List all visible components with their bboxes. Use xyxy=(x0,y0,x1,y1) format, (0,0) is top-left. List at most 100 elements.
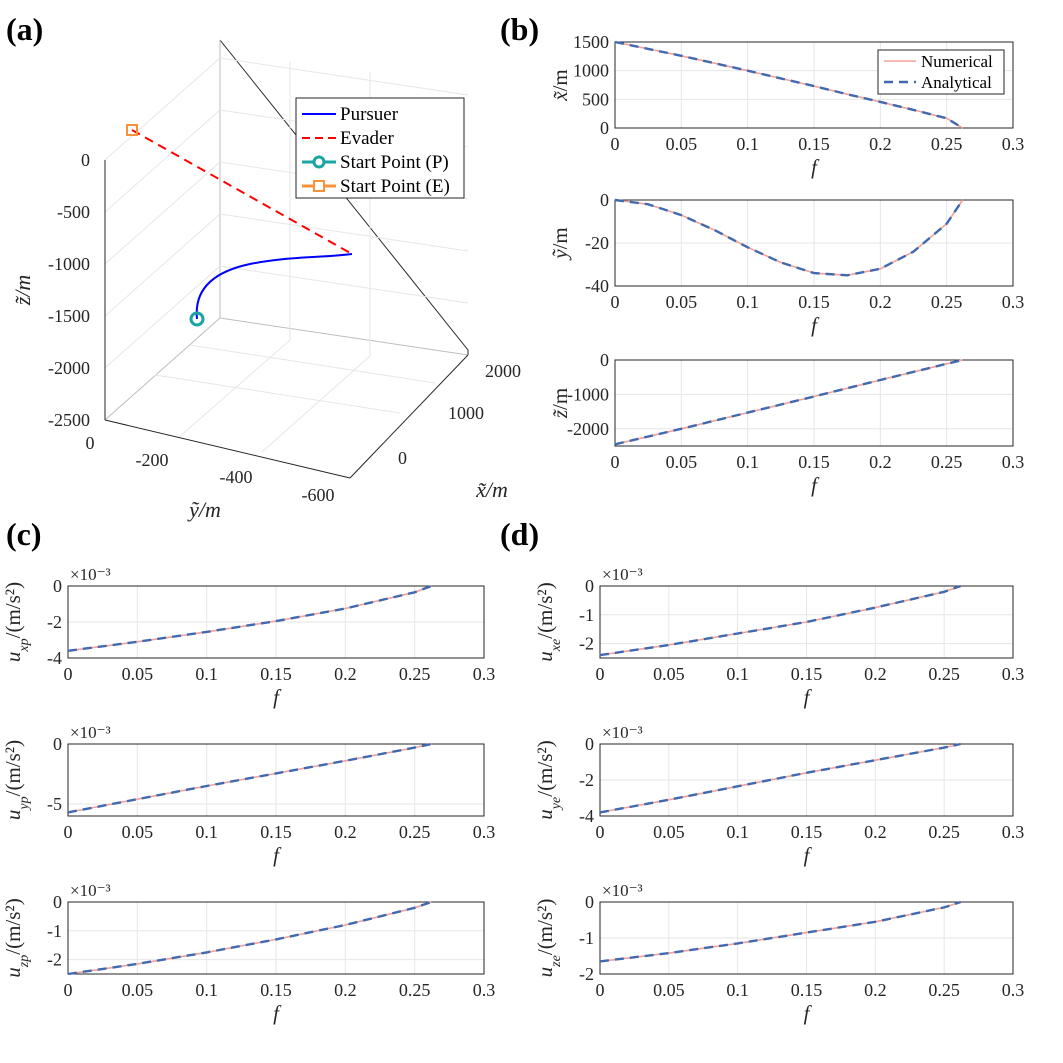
y-axis-label: uxe/(m/s²) xyxy=(533,582,564,661)
y-tick-label: 1000 xyxy=(573,61,609,81)
x-tick-label: 0.2 xyxy=(869,292,892,312)
axes-box xyxy=(599,585,1014,659)
x-tick-label: 0.25 xyxy=(931,452,963,472)
series-numerical-line xyxy=(67,901,432,975)
x-tick-label: 0.1 xyxy=(726,664,749,684)
subplot-c1: 0 0.05 0.1 0.15 0.2 0.25 0.3 -4 -2 0 f uxp/(m/s²) ×1… xyxy=(1,565,495,709)
subplot-c2: 0 0.05 0.1 0.15 0.2 0.25 0.3-50fuyp/(m/s²)×10⁻… xyxy=(1,723,495,867)
panel-label-d: (d) xyxy=(500,516,539,552)
x-tick-label: 0.3 xyxy=(473,980,496,1000)
y-axis-label: uxp/(m/s²) xyxy=(1,582,32,662)
x-tick-2: 0 xyxy=(398,448,407,468)
axis-exponent: ×10⁻³ xyxy=(70,881,111,900)
axes-box xyxy=(599,901,1014,975)
subplot-b1: 0 0.05 0.1 0.15 0.2 0.25 0.3 0 500 1000 1500 f x̃/m N… xyxy=(548,32,1024,179)
y-axis-label: ỹ/m xyxy=(548,227,572,261)
y-tick-label: 0 xyxy=(600,350,609,370)
x-axis-label: f xyxy=(273,1001,282,1025)
x-tick-label: 0.05 xyxy=(666,452,698,472)
evader-trajectory xyxy=(131,129,353,255)
x-axis-label: f xyxy=(804,685,813,709)
legend-evader: Evader xyxy=(340,128,394,149)
axes-box xyxy=(67,743,485,817)
series-analytical-line xyxy=(67,742,432,814)
series-analytical-line xyxy=(614,40,964,130)
series-analytical-line xyxy=(67,900,432,976)
y-tick-label: -2000 xyxy=(567,419,609,439)
axes-box xyxy=(614,41,1014,129)
x-tick-label: 0.3 xyxy=(473,664,496,684)
x-axis-label: f xyxy=(804,843,813,867)
x-tick-label: 0.3 xyxy=(1002,292,1025,312)
x-tick-label: 0.25 xyxy=(931,292,963,312)
x-axis-label: x̃/m xyxy=(475,477,508,502)
legend-3d: Pursuer Evader Start Point (P) Start Poi… xyxy=(295,97,465,199)
series-numerical-line xyxy=(67,585,432,652)
x-tick-label: 0.3 xyxy=(1002,822,1025,842)
y-tick-label: -1 xyxy=(579,605,594,625)
x-tick-label: 0.25 xyxy=(399,822,431,842)
legend-pursuer: Pursuer xyxy=(340,104,399,125)
y-tick-label: -4 xyxy=(579,806,594,826)
subplot-b3: 0 0.05 0.1 0.15 0.2 0.25 0.3 -2000 -1000 0 f z̃/m xyxy=(548,350,1024,497)
pursuer-trajectory xyxy=(195,253,353,320)
y-tick-label: -2 xyxy=(579,634,594,654)
y-tick-label: 0 xyxy=(53,576,62,596)
x-axis-label: f xyxy=(273,843,282,867)
series-analytical-line xyxy=(599,900,962,963)
x-tick-label: 0.25 xyxy=(928,980,960,1000)
series-analytical-line xyxy=(614,358,963,446)
x-tick-label: 0.1 xyxy=(195,664,218,684)
y-tick-3: -600 xyxy=(302,485,335,505)
x-axis-label: f xyxy=(811,313,820,337)
y-tick-label: -1000 xyxy=(567,384,609,404)
x-tick-label: 0.1 xyxy=(726,822,749,842)
y-tick-label: 0 xyxy=(53,892,62,912)
panel-label-c: (c) xyxy=(6,516,42,552)
x-tick-label: 0.15 xyxy=(791,822,823,842)
y-tick-label: 500 xyxy=(582,89,609,109)
axes-box xyxy=(67,585,485,659)
series-analytical-line xyxy=(614,198,964,277)
x-tick-label: 0.25 xyxy=(931,134,963,154)
axis-exponent: ×10⁻³ xyxy=(602,565,643,584)
axis-exponent: ×10⁻³ xyxy=(602,723,643,742)
x-tick-0: 2000 xyxy=(485,361,521,381)
y-tick-label: 0 xyxy=(585,576,594,596)
z-tick-0: 0 xyxy=(81,150,90,170)
axis-exponent: ×10⁻³ xyxy=(70,723,111,742)
x-tick-label: 0 xyxy=(596,980,605,1000)
x-tick-label: 0 xyxy=(611,452,620,472)
series-numerical-line xyxy=(599,901,961,963)
y-tick-label: 0 xyxy=(600,118,609,138)
series-analytical-line xyxy=(599,742,961,814)
y-tick-1: -200 xyxy=(136,450,169,470)
x-tick-label: 0.05 xyxy=(122,980,154,1000)
x-tick-1: 1000 xyxy=(448,403,484,423)
x-tick-label: 0.2 xyxy=(334,980,357,1000)
y-axis-label: uze/(m/s²) xyxy=(533,899,564,978)
x-tick-label: 0.3 xyxy=(1002,134,1025,154)
legend-start-e: Start Point (E) xyxy=(340,176,450,197)
start-point-evader xyxy=(126,124,138,136)
y-tick-label: -2 xyxy=(47,950,62,970)
x-tick-label: 0.1 xyxy=(726,980,749,1000)
x-tick-label: 0.3 xyxy=(1002,664,1025,684)
x-tick-label: 0 xyxy=(64,980,73,1000)
y-tick-label: -2 xyxy=(47,612,62,632)
legend-2d: Numerical Analytical xyxy=(877,49,1005,95)
x-tick-label: 0.25 xyxy=(399,664,431,684)
x-tick-label: 0.1 xyxy=(736,292,759,312)
x-tick-label: 0.25 xyxy=(928,822,960,842)
x-tick-label: 0.05 xyxy=(666,292,698,312)
x-tick-label: 0.2 xyxy=(864,664,887,684)
z-tick-2: -1000 xyxy=(48,254,90,274)
x-tick-label: 0 xyxy=(64,822,73,842)
y-axis-label: uyp/(m/s²) xyxy=(1,740,32,820)
z-axis-label: z̃/m xyxy=(10,275,35,307)
y-tick-label: 1500 xyxy=(573,32,609,52)
x-tick-label: 0.15 xyxy=(260,980,292,1000)
axes-box xyxy=(599,743,1014,817)
x-tick-label: 0 xyxy=(611,292,620,312)
x-tick-label: 0.15 xyxy=(260,822,292,842)
